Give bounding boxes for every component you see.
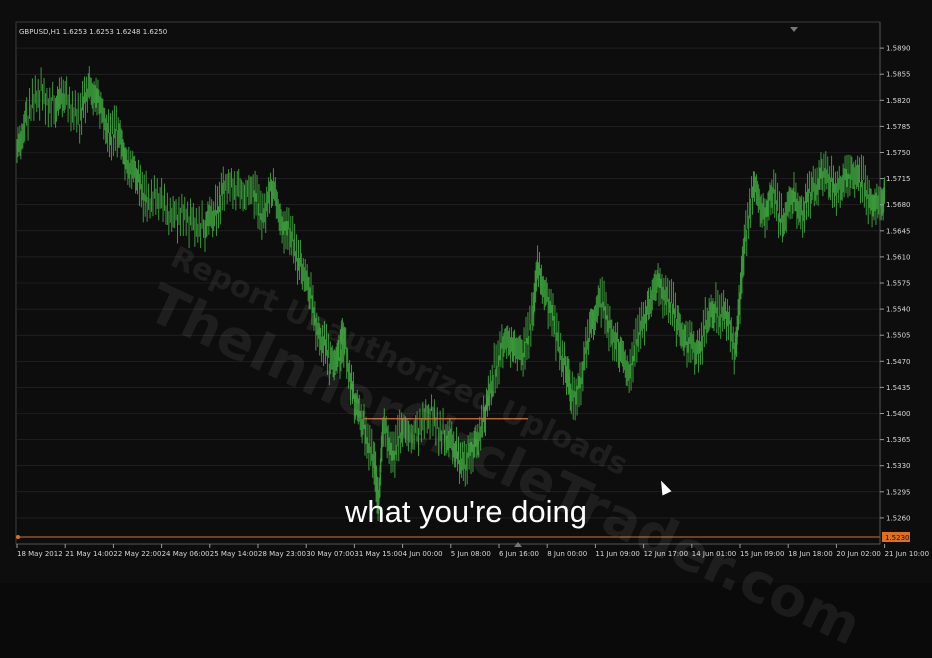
price-tick-label: 1.5645 bbox=[886, 227, 911, 235]
time-tick-label: 21 May 14:00 bbox=[65, 550, 113, 558]
current-price-box bbox=[882, 532, 910, 542]
plot-area bbox=[15, 21, 881, 545]
time-tick-label: 30 May 07:00 bbox=[306, 550, 354, 558]
price-tick-label: 1.5680 bbox=[886, 201, 911, 209]
time-tick-label: 31 May 15:00 bbox=[354, 550, 402, 558]
time-tick-label: 15 Jun 09:00 bbox=[740, 550, 784, 558]
time-tick-label: 18 Jun 18:00 bbox=[788, 550, 832, 558]
time-tick-label: 22 May 22:00 bbox=[113, 550, 161, 558]
time-tick-label: 8 Jun 00:00 bbox=[547, 550, 587, 558]
time-axis: 18 May 2012 21 May 14:00 22 May 22:00 24 Ma… bbox=[16, 27, 929, 558]
time-tick-label: 6 Jun 16:00 bbox=[499, 550, 539, 558]
scroll-marker-icon[interactable] bbox=[514, 542, 522, 547]
price-tick-label: 1.5715 bbox=[886, 175, 911, 183]
price-tick-label: 1.5540 bbox=[886, 306, 911, 314]
subtitle-caption: what you're doing bbox=[344, 494, 588, 529]
price-tick-label: 1.5330 bbox=[886, 462, 911, 470]
price-tick-label: 1.5575 bbox=[886, 280, 911, 288]
time-tick-label: 21 Jun 10:00 bbox=[885, 550, 929, 558]
time-tick-label: 25 May 14:00 bbox=[210, 550, 258, 558]
price-tick-label: 1.5750 bbox=[886, 149, 911, 157]
chart-shift-marker-icon[interactable] bbox=[790, 27, 798, 32]
time-tick-label: 5 Jun 08:00 bbox=[451, 550, 491, 558]
time-tick-label: 24 May 06:00 bbox=[162, 550, 210, 558]
price-tick-label: 1.5260 bbox=[886, 514, 911, 522]
current-price-label: 1.5230 bbox=[885, 534, 910, 542]
price-tick-label: 1.5365 bbox=[886, 436, 911, 444]
hline-layer bbox=[16, 418, 880, 539]
price-chart[interactable]: 1.5890 1.5855 1.5820 1.5785 1.5750 1.5715 1.56… bbox=[0, 0, 932, 583]
current-price-marker bbox=[16, 535, 20, 539]
price-tick-label: 1.5610 bbox=[886, 253, 911, 261]
time-tick-label: 18 May 2012 bbox=[17, 550, 63, 558]
price-tick-label: 1.5820 bbox=[886, 97, 911, 105]
price-tick-label: 1.5470 bbox=[886, 358, 911, 366]
price-axis: 1.5890 1.5855 1.5820 1.5785 1.5750 1.5715 1.56… bbox=[879, 22, 911, 544]
time-tick-label: 11 Jun 09:00 bbox=[595, 550, 639, 558]
time-tick-label: 12 Jun 17:00 bbox=[644, 550, 688, 558]
time-tick-label: 4 Jun 00:00 bbox=[403, 550, 443, 558]
candle-layer bbox=[16, 66, 886, 521]
price-tick-label: 1.5855 bbox=[886, 71, 911, 79]
price-tick-label: 1.5435 bbox=[886, 384, 911, 392]
time-tick-label: 28 May 23:00 bbox=[258, 550, 306, 558]
price-tick-label: 1.5505 bbox=[886, 332, 911, 340]
symbol-info: GBPUSD,H1 1.6253 1.6253 1.6248 1.6250 bbox=[19, 28, 168, 36]
price-tick-label: 1.5295 bbox=[886, 488, 911, 496]
time-tick-label: 20 Jun 02:00 bbox=[836, 550, 880, 558]
price-tick-label: 1.5890 bbox=[886, 45, 911, 53]
price-tick-label: 1.5400 bbox=[886, 410, 911, 418]
price-tick-label: 1.5785 bbox=[886, 123, 911, 131]
time-tick-label: 14 Jun 01:00 bbox=[692, 550, 736, 558]
